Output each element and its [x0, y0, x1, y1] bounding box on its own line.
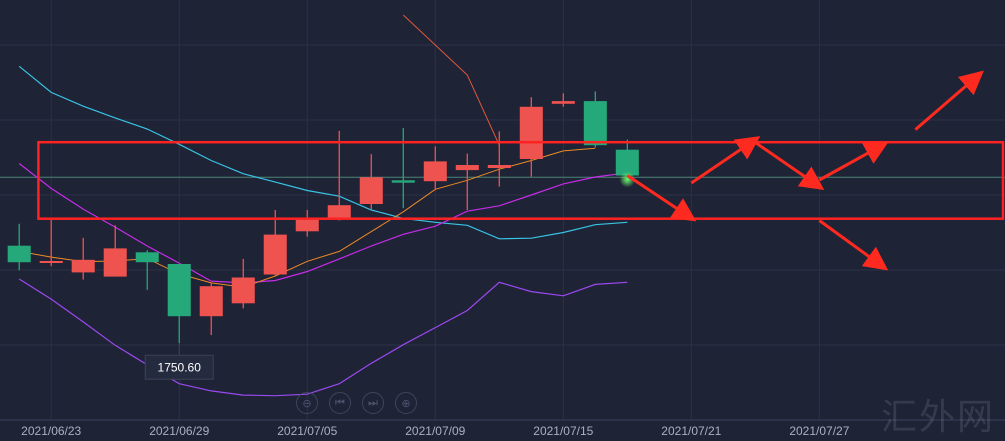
annotation-line [402, 14, 500, 146]
bollinger-upper-line [18, 65, 628, 240]
candle-body [487, 165, 511, 168]
zoom-out-icon[interactable]: ⊖ [296, 392, 318, 414]
forecast-arrow [818, 141, 889, 182]
price-zone-box [37, 140, 1005, 220]
candle-body [391, 180, 415, 183]
x-tick-label: 2021/07/27 [789, 424, 849, 438]
candle-body [7, 245, 31, 263]
forecast-arrow [754, 141, 825, 191]
watermark-logo: 汇外网 [880, 397, 995, 438]
step-back-icon[interactable]: ⏮ [329, 392, 351, 414]
candle-body [359, 177, 383, 204]
candle-body [231, 277, 255, 304]
current-price-glow [619, 171, 636, 188]
forecast-arrow [690, 136, 761, 185]
low-label-box [144, 354, 214, 380]
ma-long-line [18, 163, 628, 284]
x-tick-label: 2021/07/09 [405, 424, 465, 438]
forecast-arrow [818, 219, 889, 271]
chart-controls: ⊖ ⏮ ⏭ ⊕ [296, 389, 417, 417]
candle-body [583, 101, 607, 146]
candle-body [39, 261, 63, 263]
candle-body [327, 205, 351, 219]
x-tick-label: 2021/06/29 [149, 424, 209, 438]
candle-body [615, 149, 639, 176]
candle-body [135, 252, 159, 263]
bollinger-lower-line [18, 278, 628, 397]
candle-body [71, 259, 95, 273]
low-price-label: 1750.60 [158, 361, 202, 375]
x-tick-label: 2021/07/21 [661, 424, 721, 438]
x-tick-label: 2021/06/23 [21, 424, 81, 438]
candle-body [295, 218, 319, 232]
x-tick-label: 2021/07/05 [277, 424, 337, 438]
candle-body [423, 161, 447, 182]
step-forward-icon[interactable]: ⏭ [362, 392, 384, 414]
candle-body [199, 286, 223, 317]
candle-body [455, 165, 479, 171]
candle-body [263, 234, 287, 275]
candle-body [519, 106, 543, 159]
candle-body [167, 264, 191, 317]
forecast-arrow [626, 174, 697, 222]
candle-body [103, 248, 127, 277]
zoom-in-icon[interactable]: ⊕ [395, 392, 417, 414]
x-tick-label: 2021/07/15 [533, 424, 593, 438]
candle-body [551, 101, 575, 104]
forecast-arrow [914, 70, 984, 131]
